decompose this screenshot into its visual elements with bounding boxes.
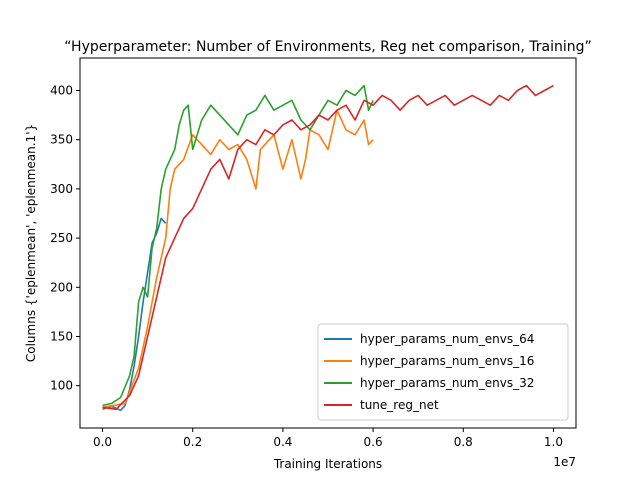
legend-label: hyper_params_num_envs_64 — [360, 332, 534, 346]
y-tick-label: 250 — [50, 231, 73, 245]
x-axis-offset-label: 1e7 — [553, 455, 576, 469]
y-tick-label: 350 — [50, 133, 73, 147]
legend-label: hyper_params_num_envs_16 — [360, 354, 534, 368]
y-axis-ticks: 100 150 200 250 300 350 400 — [50, 83, 80, 393]
legend-box — [317, 323, 569, 421]
y-tick-label: 400 — [50, 83, 73, 97]
plot-area: 0.0 0.2 0.4 0.6 0.8 1.0 100 150 200 250 300 350 400 — [50, 57, 577, 449]
x-axis-label: Training Iterations — [273, 457, 382, 471]
series-line-tune_reg_net — [102, 84, 554, 411]
y-tick-label: 300 — [50, 182, 73, 196]
y-axis-label: Columns {'eplenmean', 'eplenmean.1'} — [24, 124, 38, 362]
y-tick-label: 200 — [50, 280, 73, 294]
legend: hyper_params_num_envs_64 hyper_params_num… — [317, 323, 569, 421]
series-line-hyper_params_num_envs_16 — [102, 109, 374, 409]
axes-frame — [79, 57, 577, 429]
x-tick-label: 0.2 — [183, 435, 202, 449]
legend-label: tune_reg_net — [360, 398, 439, 412]
x-tick-label: 1.0 — [544, 435, 563, 449]
y-tick-label: 100 — [50, 379, 73, 393]
x-tick-label: 0.4 — [273, 435, 292, 449]
x-tick-label: 0.8 — [454, 435, 473, 449]
chart-title: “Hyperparameter: Number of Environments,… — [64, 39, 592, 55]
series-line-hyper_params_num_envs_32 — [102, 84, 374, 407]
series-line-hyper_params_num_envs_64 — [102, 217, 167, 412]
x-tick-label: 0.0 — [93, 435, 112, 449]
legend-label: hyper_params_num_envs_32 — [360, 376, 534, 390]
series-layer — [102, 84, 554, 412]
y-tick-label: 150 — [50, 329, 73, 343]
x-tick-label: 0.6 — [364, 435, 383, 449]
x-axis-ticks: 0.0 0.2 0.4 0.6 0.8 1.0 — [93, 428, 563, 449]
